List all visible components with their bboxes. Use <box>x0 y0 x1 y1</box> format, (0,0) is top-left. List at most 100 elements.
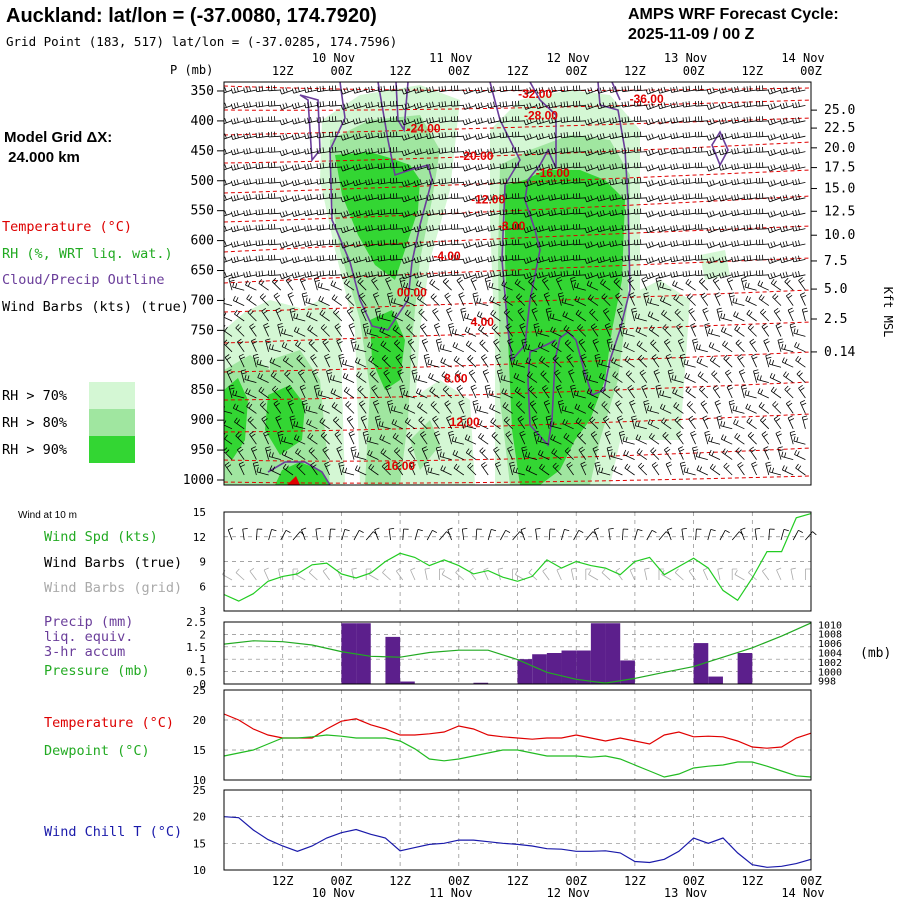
wind-barb <box>255 193 269 200</box>
wind-barb <box>284 370 294 383</box>
wind-barb <box>779 117 794 125</box>
wind-barb <box>491 324 501 337</box>
wind-barbs-field <box>224 85 809 476</box>
wind-barb <box>560 85 574 93</box>
wind-barb <box>374 415 382 429</box>
wind-barb <box>464 434 477 445</box>
wind-barb <box>502 294 513 306</box>
pressure-axis: 350 400 450 500 550 600 650 700 750 800 850 900 950 1… <box>183 84 224 488</box>
wind-barb <box>573 177 586 184</box>
wind-barb <box>352 132 367 140</box>
wind-barb <box>695 146 708 153</box>
wind-barb <box>645 256 660 264</box>
wind-barb <box>269 357 281 368</box>
wind-barb-grid <box>731 568 738 580</box>
wind-barb <box>401 164 416 172</box>
wind-barb <box>655 384 662 399</box>
wind-barb <box>621 178 635 185</box>
legend-3hr-accum: 3-hr accum <box>44 644 125 660</box>
wind-barb <box>352 225 367 233</box>
wind-barb <box>451 177 464 184</box>
wind-barb <box>659 403 672 414</box>
wind-barb <box>360 307 368 322</box>
wind-barb <box>743 162 757 170</box>
wind-barb <box>299 276 307 291</box>
time-tick-label: 00Z <box>331 874 353 888</box>
legend-rh: RH (%, WRT liq. wat.) <box>2 246 173 262</box>
height-tick-label: 5.0 <box>824 282 847 297</box>
wind-barb <box>333 308 343 322</box>
wind-barb <box>535 132 550 140</box>
wind-barb-true <box>227 527 234 541</box>
y-tick-label: 6 <box>199 580 206 593</box>
wind-barb <box>304 132 318 140</box>
rh-legend-swatch <box>89 436 135 463</box>
wind-barb <box>333 416 343 430</box>
wind-barb <box>362 323 369 337</box>
wind-barb <box>598 372 611 383</box>
wind-barb <box>224 256 233 263</box>
wind-barb <box>735 447 745 460</box>
wind-barb <box>548 147 562 155</box>
wind-barb <box>224 325 233 337</box>
wind-barb-true <box>695 528 702 541</box>
wind-barb-true <box>681 528 687 541</box>
wind-barb <box>641 384 648 399</box>
wind-barb <box>446 307 453 322</box>
wind-barb <box>345 293 355 306</box>
wind-barb <box>740 384 748 399</box>
wind-barb <box>509 353 516 368</box>
wind-barb <box>589 308 599 322</box>
wind-barb <box>779 86 794 94</box>
wind-barb <box>340 133 355 141</box>
wind-barb <box>763 446 770 460</box>
wind-barb <box>377 116 391 123</box>
wind-barb <box>390 162 403 169</box>
wind-barb <box>246 402 257 414</box>
wind-barb <box>371 277 379 291</box>
wind-barb <box>733 419 745 430</box>
time-tick-label: 12Z <box>741 64 763 78</box>
wind-barb <box>365 117 379 124</box>
wind-barb <box>749 446 757 460</box>
wind-barb <box>224 210 233 217</box>
wind-barb <box>621 239 635 247</box>
wind-barb <box>531 307 538 322</box>
wind-barb <box>413 271 428 279</box>
wind-barb <box>236 338 245 353</box>
wind-barb <box>756 146 769 153</box>
wind-barb <box>507 446 514 460</box>
wind-barb <box>672 280 684 291</box>
wind-barb <box>792 163 806 170</box>
wind-barb <box>308 339 318 353</box>
wind-barb <box>517 415 526 430</box>
wind-barb <box>279 256 294 264</box>
wind-barb <box>600 278 611 291</box>
panel-frame <box>223 789 812 871</box>
wind-barb <box>792 117 806 124</box>
wind-barb <box>773 307 782 322</box>
wind-barb <box>690 323 697 337</box>
time-tick-label: 12Z <box>741 874 763 888</box>
pressure-tick-label: 500 <box>191 174 214 189</box>
wind-barb <box>621 85 635 93</box>
wind-barb <box>304 163 318 170</box>
wind-barb <box>573 239 586 246</box>
wind-barb <box>377 224 391 231</box>
wind-barb <box>697 371 709 383</box>
wind-barb <box>426 209 440 217</box>
wind-barb-grid <box>688 567 696 581</box>
wind-barb <box>587 294 599 306</box>
wind-barb <box>779 256 794 264</box>
wind-barb <box>645 102 660 110</box>
wind-barb <box>268 162 281 169</box>
wind-barb <box>340 164 355 172</box>
wind-barb <box>657 179 672 187</box>
wind-barb <box>785 400 794 414</box>
wind-barb <box>573 162 586 169</box>
wind-barb <box>243 147 257 155</box>
wind-barb <box>438 239 452 247</box>
wind-barb <box>379 434 391 445</box>
wind-barb-true <box>301 527 307 541</box>
wind-barb <box>451 100 464 107</box>
